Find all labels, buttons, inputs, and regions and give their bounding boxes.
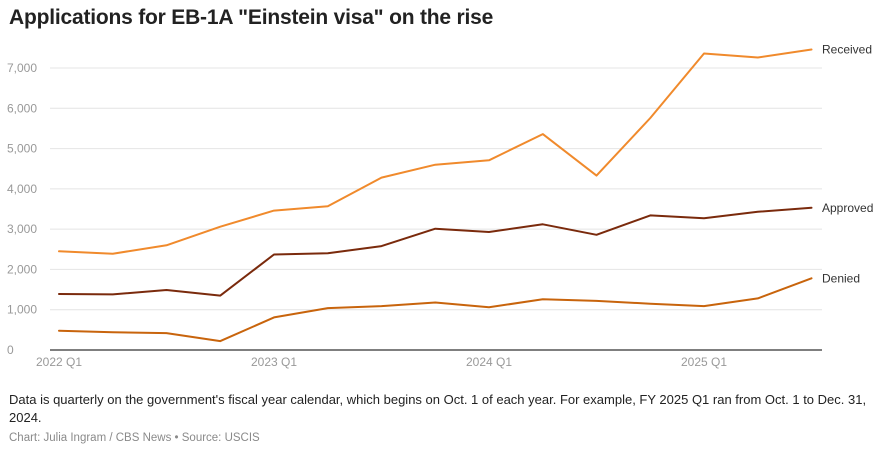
series-line-approved bbox=[58, 206, 813, 297]
series-lines bbox=[58, 48, 813, 343]
chart-title: Applications for EB-1A "Einstein visa" o… bbox=[9, 6, 494, 29]
y-tick-label: 0 bbox=[7, 343, 14, 357]
chart-note: Data is quarterly on the government's fi… bbox=[9, 392, 867, 425]
series-labels: Received Approved Denied bbox=[822, 42, 873, 285]
y-tick-label: 5,000 bbox=[7, 142, 37, 156]
x-tick-label: 2024 Q1 bbox=[466, 355, 512, 369]
x-tick-label: 2023 Q1 bbox=[251, 355, 297, 369]
x-tick-label: 2025 Q1 bbox=[681, 355, 727, 369]
line-chart: 0 1,000 2,000 3,000 4,000 5,000 6,000 7,000 202… bbox=[7, 42, 873, 369]
y-tick-label: 4,000 bbox=[7, 182, 37, 196]
chart-credit: Chart: Julia Ingram / CBS News • Source:… bbox=[9, 432, 260, 444]
y-tick-label: 7,000 bbox=[7, 61, 37, 75]
y-axis-ticks: 0 1,000 2,000 3,000 4,000 5,000 6,000 7,000 bbox=[7, 61, 37, 357]
series-label-approved: Approved bbox=[822, 201, 873, 215]
x-tick-label: 2022 Q1 bbox=[36, 355, 82, 369]
y-tick-label: 2,000 bbox=[7, 262, 37, 276]
gridlines bbox=[50, 67, 822, 311]
y-tick-label: 3,000 bbox=[7, 222, 37, 236]
series-line-received bbox=[58, 48, 813, 255]
y-tick-label: 6,000 bbox=[7, 101, 37, 115]
x-axis-ticks: 2022 Q1 2023 Q1 2024 Q1 2025 Q1 bbox=[36, 355, 727, 369]
y-tick-label: 1,000 bbox=[7, 303, 37, 317]
series-line-denied bbox=[58, 277, 813, 343]
series-label-received: Received bbox=[822, 42, 872, 56]
series-label-denied: Denied bbox=[822, 271, 860, 285]
